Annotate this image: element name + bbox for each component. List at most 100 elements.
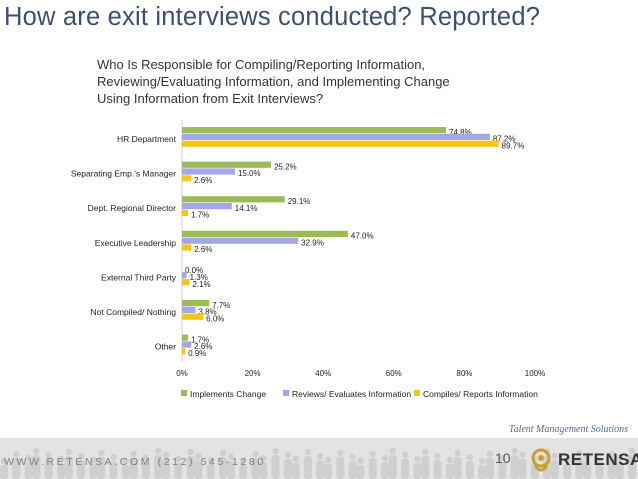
silhouette-head [292,455,299,463]
silhouette-body [478,465,487,479]
silhouette-head [57,455,65,463]
silhouette-body [259,462,268,479]
silhouette-body [550,460,559,479]
x-tick-label: 80% [456,369,472,378]
silhouette-head [519,451,526,459]
silhouette-body [129,458,138,479]
silhouette-body [368,458,377,479]
silhouette-body [445,464,454,479]
category-label: Executive Leadership [95,238,177,248]
silhouette-body [583,461,592,479]
silhouette-head [175,455,182,463]
silhouette-head [511,447,518,455]
silhouette-body [97,457,106,479]
bar [182,300,210,307]
page-number: 10 [495,450,511,466]
x-tick-label: 60% [386,369,402,378]
silhouette-head [479,457,486,465]
bar [182,306,196,313]
category-label: Not Compiled/ Nothing [90,307,176,317]
brand-name: RETENSA [558,450,638,469]
retensa-logo: RETENSA [528,448,638,472]
silhouette-head [551,452,558,460]
silhouette-body [324,464,332,479]
category-label: Separating Emp.'s Manager [71,169,176,179]
bar [182,244,192,251]
bar [182,230,348,237]
silhouette-body [563,464,572,479]
silhouette-body [186,456,195,479]
silhouette-head [414,455,421,463]
silhouette-head [446,456,453,464]
silhouette-head [162,451,170,459]
silhouette-head [434,452,441,460]
bar [182,272,187,279]
bar [182,203,232,210]
silhouette-head [389,447,396,455]
silhouette-head [155,447,162,455]
silhouette-body [162,459,170,479]
silhouette-head [77,452,85,460]
silhouette-body [77,460,86,479]
silhouette-body [336,457,345,479]
silhouette-head [317,452,324,460]
silhouette-head [628,447,636,455]
crowd-silhouette-decoration [0,447,636,479]
silhouette-head [98,449,105,457]
data-label: 14.1% [235,204,258,213]
silhouette-head [207,456,214,464]
silhouette-head [401,451,409,459]
silhouette-head [454,449,461,457]
bar [182,127,447,134]
legend-swatch [283,390,289,396]
bar [182,196,285,203]
bar [182,334,189,341]
silhouette-body [595,465,604,479]
data-label: 0.0% [185,266,203,275]
silhouette-head [499,454,506,462]
silhouette-head [369,450,376,458]
silhouette-body [348,461,357,479]
silhouette-head [284,451,291,459]
data-label: 1.3% [190,273,208,282]
silhouette-body [154,455,163,479]
legend-swatch [181,390,187,396]
silhouette-head [576,449,583,457]
silhouette-body [64,456,73,479]
category-label: External Third Party [101,272,177,282]
legend-label: Implements Change [190,389,266,399]
silhouette-body [421,456,430,479]
silhouette-body [518,459,527,479]
silhouette-head [596,457,603,465]
category-label: Other [155,342,176,352]
silhouette-body [32,455,41,479]
silhouette-head [0,457,8,465]
silhouette-head [130,450,137,458]
silhouette-body [251,458,260,479]
silhouette-body [206,464,215,479]
silhouette-body [219,457,227,479]
silhouette-body [510,455,519,479]
bar [182,209,189,216]
silhouette-body [239,465,248,479]
silhouette-body [486,458,494,479]
category-label: HR Department [117,134,177,144]
bar [182,133,490,140]
silhouette-head [608,450,615,458]
silhouette-body [356,465,365,479]
data-label: 1.7% [191,335,209,344]
silhouette-body [121,465,130,479]
data-label: 0.9% [188,349,206,358]
slide-title: How are exit interviews conducted? Repor… [4,3,541,31]
bar [182,168,235,175]
data-label: 32.9% [301,238,324,247]
bar [182,313,204,320]
logo-mark-icon [531,448,551,472]
legend-swatch [414,390,420,396]
silhouette-head [616,454,623,462]
silhouette-head [142,454,150,462]
subtitle-line: Who Is Responsible for Compiling/Reporti… [97,57,426,72]
data-label: 25.2% [274,162,297,171]
silhouette-body [0,465,8,479]
silhouette-body [607,458,616,479]
